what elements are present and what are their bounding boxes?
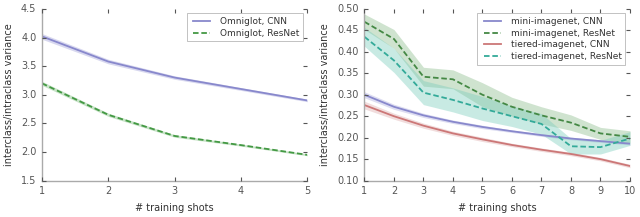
tiered-imagenet, ResNet xyxy=(567,145,575,148)
tiered-imagenet, ResNet xyxy=(420,91,428,94)
Legend: mini-imagenet, CNN, mini-imagenet, ResNet, tiered-imagenet, CNN, tiered-imagenet: mini-imagenet, CNN, mini-imagenet, ResNe… xyxy=(477,13,625,65)
tiered-imagenet, ResNet xyxy=(390,59,398,62)
mini-imagenet, ResNet xyxy=(626,136,634,138)
Line: mini-imagenet, CNN: mini-imagenet, CNN xyxy=(364,95,630,144)
Omniglot, ResNet xyxy=(104,113,112,116)
Omniglot, ResNet xyxy=(171,135,179,137)
Omniglot, ResNet xyxy=(38,82,45,85)
Omniglot, CNN xyxy=(104,60,112,63)
mini-imagenet, ResNet xyxy=(449,78,457,81)
Line: Omniglot, CNN: Omniglot, CNN xyxy=(42,36,307,100)
mini-imagenet, CNN xyxy=(390,105,398,108)
tiered-imagenet, CNN xyxy=(390,115,398,118)
mini-imagenet, ResNet xyxy=(479,94,486,96)
mini-imagenet, ResNet xyxy=(567,121,575,124)
Line: tiered-imagenet, CNN: tiered-imagenet, CNN xyxy=(364,105,630,166)
mini-imagenet, CNN xyxy=(567,137,575,140)
X-axis label: # training shots: # training shots xyxy=(135,203,214,213)
tiered-imagenet, ResNet xyxy=(449,99,457,101)
Omniglot, CNN xyxy=(171,76,179,79)
tiered-imagenet, CNN xyxy=(449,132,457,135)
mini-imagenet, CNN xyxy=(420,114,428,117)
mini-imagenet, CNN xyxy=(538,134,545,136)
tiered-imagenet, ResNet xyxy=(538,123,545,125)
tiered-imagenet, CNN xyxy=(626,165,634,167)
mini-imagenet, ResNet xyxy=(538,114,545,117)
mini-imagenet, CNN xyxy=(449,120,457,123)
tiered-imagenet, CNN xyxy=(567,153,575,155)
mini-imagenet, ResNet xyxy=(360,20,368,23)
Line: tiered-imagenet, ResNet: tiered-imagenet, ResNet xyxy=(364,37,630,147)
tiered-imagenet, CNN xyxy=(420,124,428,127)
mini-imagenet, ResNet xyxy=(508,105,516,108)
Omniglot, ResNet xyxy=(237,144,245,146)
tiered-imagenet, CNN xyxy=(508,144,516,146)
Y-axis label: interclass/intraclass variance: interclass/intraclass variance xyxy=(320,23,330,166)
Line: Omniglot, ResNet: Omniglot, ResNet xyxy=(42,83,307,155)
tiered-imagenet, ResNet xyxy=(508,115,516,118)
tiered-imagenet, CNN xyxy=(479,138,486,141)
mini-imagenet, CNN xyxy=(479,126,486,128)
tiered-imagenet, ResNet xyxy=(596,146,604,148)
Omniglot, ResNet xyxy=(303,154,311,156)
tiered-imagenet, CNN xyxy=(596,158,604,160)
X-axis label: # training shots: # training shots xyxy=(458,203,536,213)
tiered-imagenet, ResNet xyxy=(360,36,368,38)
mini-imagenet, CNN xyxy=(508,130,516,133)
mini-imagenet, ResNet xyxy=(596,132,604,135)
mini-imagenet, CNN xyxy=(360,94,368,96)
tiered-imagenet, ResNet xyxy=(626,137,634,140)
mini-imagenet, ResNet xyxy=(420,76,428,78)
Legend: Omniglot, CNN, Omniglot, ResNet: Omniglot, CNN, Omniglot, ResNet xyxy=(186,13,303,41)
mini-imagenet, ResNet xyxy=(390,38,398,40)
tiered-imagenet, CNN xyxy=(538,148,545,151)
Omniglot, CNN xyxy=(303,99,311,102)
Y-axis label: interclass/intraclass variance: interclass/intraclass variance xyxy=(4,23,14,166)
Line: mini-imagenet, ResNet: mini-imagenet, ResNet xyxy=(364,22,630,137)
mini-imagenet, CNN xyxy=(596,140,604,142)
tiered-imagenet, CNN xyxy=(360,104,368,106)
tiered-imagenet, ResNet xyxy=(479,107,486,110)
Omniglot, CNN xyxy=(38,35,45,38)
Omniglot, CNN xyxy=(237,88,245,90)
mini-imagenet, CNN xyxy=(626,142,634,145)
